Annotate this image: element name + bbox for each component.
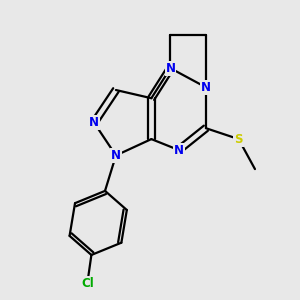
Text: N: N: [174, 143, 184, 157]
Text: N: N: [111, 149, 121, 162]
Text: N: N: [165, 62, 176, 75]
Text: N: N: [201, 81, 211, 94]
Text: S: S: [234, 133, 243, 146]
Text: Cl: Cl: [81, 277, 94, 290]
Text: N: N: [89, 116, 99, 129]
